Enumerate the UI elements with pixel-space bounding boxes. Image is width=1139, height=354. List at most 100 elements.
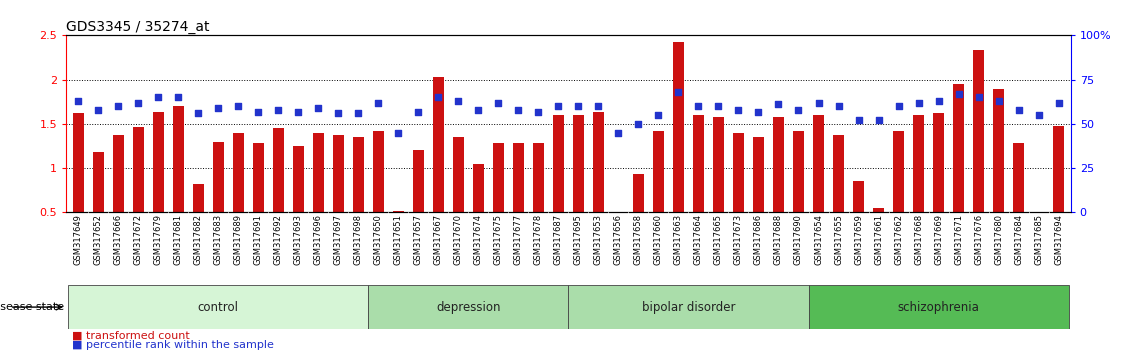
Bar: [192, 184, 204, 212]
Point: [1009, 107, 1027, 113]
Point: [629, 121, 647, 127]
Bar: [293, 146, 304, 212]
FancyBboxPatch shape: [368, 285, 568, 329]
Point: [390, 130, 408, 136]
Point: [890, 103, 908, 109]
Point: [69, 98, 88, 104]
Bar: [232, 133, 244, 212]
Point: [169, 95, 187, 100]
Point: [670, 89, 688, 95]
Point: [469, 107, 487, 113]
Point: [549, 103, 567, 109]
Point: [189, 110, 207, 116]
Bar: [673, 41, 683, 212]
Bar: [552, 115, 564, 212]
Bar: [793, 131, 804, 212]
Bar: [113, 135, 124, 212]
Bar: [73, 113, 83, 212]
Point: [609, 130, 628, 136]
Bar: [893, 131, 904, 212]
Point: [589, 103, 607, 109]
Bar: [493, 143, 503, 212]
Bar: [513, 143, 524, 212]
Bar: [353, 137, 363, 212]
Point: [409, 109, 427, 114]
Text: control: control: [198, 301, 239, 314]
Bar: [433, 77, 444, 212]
Bar: [1033, 212, 1044, 214]
Text: ■ percentile rank within the sample: ■ percentile rank within the sample: [72, 341, 273, 350]
Point: [269, 107, 287, 113]
Point: [369, 100, 387, 105]
Point: [570, 103, 588, 109]
Point: [950, 91, 968, 97]
Bar: [773, 117, 784, 212]
Point: [329, 110, 347, 116]
FancyBboxPatch shape: [68, 285, 368, 329]
Text: bipolar disorder: bipolar disorder: [641, 301, 735, 314]
Text: GDS3345 / 35274_at: GDS3345 / 35274_at: [66, 21, 210, 34]
Point: [729, 107, 747, 113]
Bar: [633, 175, 644, 212]
Text: ■ transformed count: ■ transformed count: [72, 331, 189, 341]
Point: [289, 109, 308, 114]
Bar: [533, 143, 543, 212]
Bar: [153, 113, 164, 212]
Point: [810, 100, 828, 105]
Bar: [734, 133, 744, 212]
Point: [490, 100, 508, 105]
Bar: [412, 150, 424, 212]
Bar: [92, 152, 104, 212]
Point: [929, 98, 948, 104]
Point: [429, 95, 448, 100]
Bar: [473, 164, 484, 212]
Bar: [753, 137, 764, 212]
Point: [829, 103, 847, 109]
Point: [769, 102, 787, 107]
Point: [1030, 112, 1048, 118]
Bar: [693, 115, 704, 212]
Bar: [333, 135, 344, 212]
Point: [789, 107, 808, 113]
Point: [710, 103, 728, 109]
Bar: [213, 142, 223, 212]
Point: [909, 100, 927, 105]
Point: [89, 107, 107, 113]
Point: [509, 107, 527, 113]
Point: [210, 105, 228, 111]
Point: [309, 105, 327, 111]
Point: [109, 103, 128, 109]
Bar: [872, 208, 884, 212]
Bar: [593, 113, 604, 212]
Bar: [613, 212, 624, 219]
Point: [689, 103, 707, 109]
Bar: [853, 181, 865, 212]
Bar: [253, 143, 264, 212]
Bar: [833, 135, 844, 212]
Bar: [713, 117, 724, 212]
Point: [649, 112, 667, 118]
Point: [449, 98, 467, 104]
Bar: [1013, 143, 1024, 212]
Bar: [393, 211, 403, 212]
Point: [749, 109, 768, 114]
Point: [350, 110, 368, 116]
Bar: [132, 127, 144, 212]
Bar: [813, 115, 823, 212]
Bar: [1054, 126, 1064, 212]
Bar: [913, 115, 924, 212]
Bar: [653, 131, 664, 212]
Point: [530, 109, 548, 114]
Bar: [313, 133, 323, 212]
Point: [869, 118, 887, 123]
Point: [149, 95, 167, 100]
Bar: [973, 50, 984, 212]
Point: [969, 95, 988, 100]
Bar: [372, 131, 384, 212]
Bar: [173, 106, 183, 212]
Point: [249, 109, 268, 114]
Point: [129, 100, 147, 105]
Bar: [933, 113, 944, 212]
Text: depression: depression: [436, 301, 500, 314]
Bar: [993, 88, 1005, 212]
